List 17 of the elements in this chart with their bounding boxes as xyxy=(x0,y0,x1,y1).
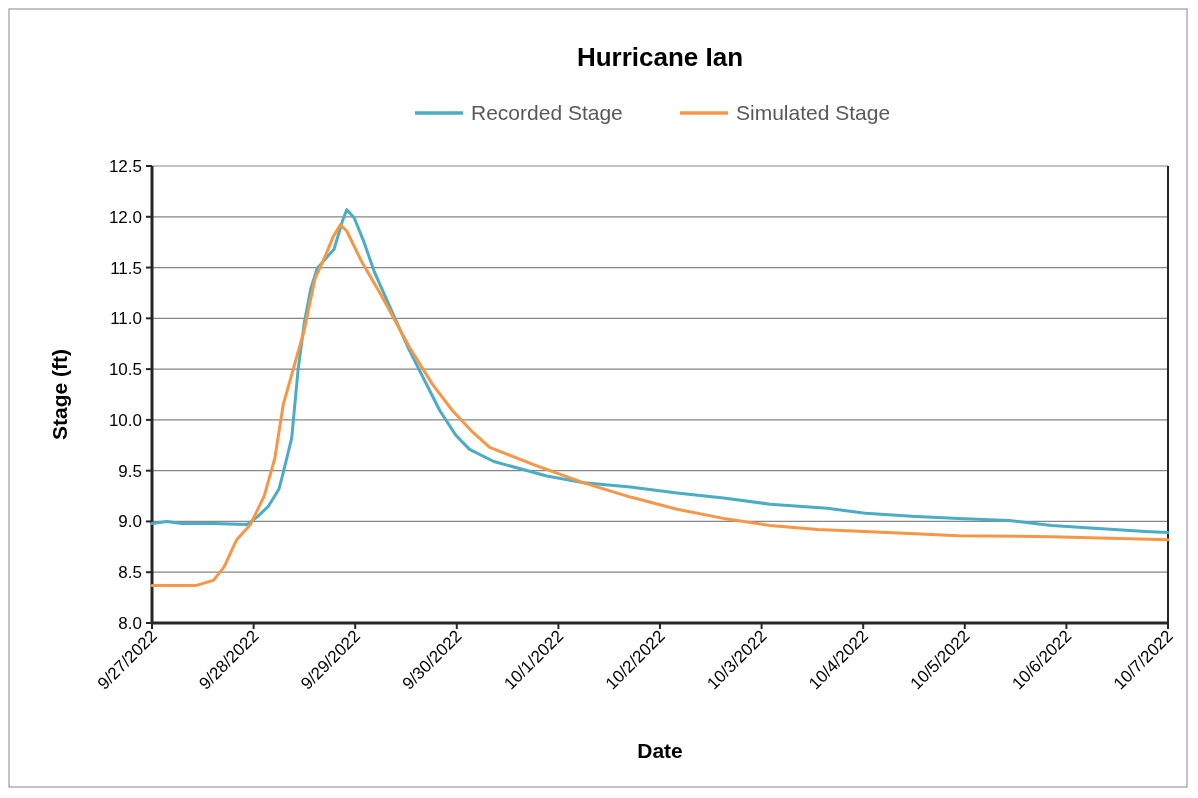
x-axis-title: Date xyxy=(637,739,683,762)
y-tick-label: 8.0 xyxy=(118,614,142,633)
y-tick-label: 12.5 xyxy=(108,157,142,176)
y-tick-label: 9.5 xyxy=(118,461,142,481)
line-series xyxy=(150,223,1170,587)
legend-label: Recorded Stage xyxy=(471,101,623,124)
line-series xyxy=(150,208,1170,535)
chart-title: Hurricane Ian xyxy=(576,42,744,72)
y-tick-label: 8.5 xyxy=(118,563,142,583)
y-axis-title: Stage (ft) xyxy=(48,349,71,440)
y-tick-label: 10.5 xyxy=(108,360,142,380)
legend-label: Simulated Stage xyxy=(736,101,891,124)
y-tick-label: 10.0 xyxy=(108,410,142,430)
y-tick-label: 11.0 xyxy=(110,309,142,329)
y-tick-label: 11.5 xyxy=(110,258,142,278)
y-tick-label: 12.0 xyxy=(108,207,142,227)
y-tick-label: 9.0 xyxy=(118,512,142,532)
